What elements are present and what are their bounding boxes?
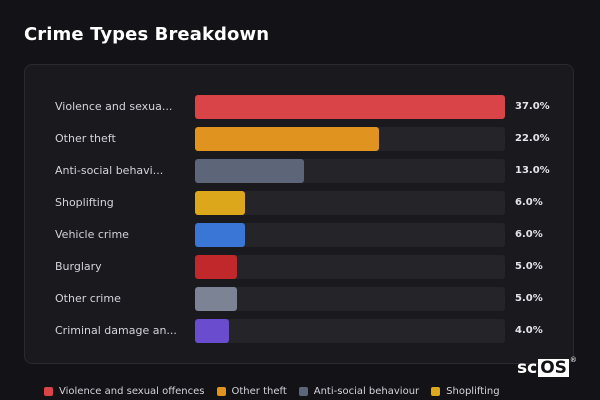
bar[interactable] (195, 191, 245, 215)
chart-legend: Violence and sexual offences Other theft A… (44, 386, 500, 397)
logo-prefix: sc (517, 358, 538, 378)
data-label: 13.0% (515, 165, 550, 176)
legend-item[interactable]: Shoplifting (431, 386, 500, 397)
logo-boxed-text: OS (538, 358, 569, 378)
bar-row: Shoplifting 6.0% (25, 191, 573, 215)
category-label: Vehicle crime (55, 228, 129, 241)
bar-track (195, 319, 505, 343)
bar[interactable] (195, 287, 237, 311)
category-label: Criminal damage an... (55, 324, 177, 337)
bar[interactable] (195, 223, 245, 247)
data-label: 22.0% (515, 133, 550, 144)
bar-row: Other crime 5.0% (25, 287, 573, 311)
category-label: Violence and sexua... (55, 100, 173, 113)
legend-swatch (44, 387, 53, 396)
logo-registered-mark: ® (569, 356, 577, 364)
legend-item[interactable]: Violence and sexual offences (44, 386, 205, 397)
legend-label: Other theft (231, 386, 287, 397)
bar[interactable] (195, 255, 237, 279)
data-label: 5.0% (515, 293, 543, 304)
data-label: 6.0% (515, 197, 543, 208)
bar-track (195, 255, 505, 279)
bar[interactable] (195, 127, 379, 151)
category-label: Burglary (55, 260, 102, 273)
bar-track (195, 287, 505, 311)
category-label: Other theft (55, 132, 116, 145)
category-label: Other crime (55, 292, 121, 305)
bar-track (195, 159, 505, 183)
bar-row: Anti-social behavi... 13.0% (25, 159, 573, 183)
bar-track (195, 127, 505, 151)
legend-item[interactable]: Anti-social behaviour (298, 386, 420, 397)
bar[interactable] (195, 95, 505, 119)
data-label: 6.0% (515, 229, 543, 240)
bar-row: Violence and sexua... 37.0% (25, 95, 573, 119)
bar-track (195, 223, 505, 247)
legend-swatch (431, 387, 441, 396)
bar-row: Criminal damage an... 4.0% (25, 319, 573, 343)
legend-label: Violence and sexual offences (59, 386, 205, 397)
chart-title: Crime Types Breakdown (24, 24, 270, 45)
scos-logo: sc OS ® (517, 356, 577, 378)
bar[interactable] (195, 159, 304, 183)
bar[interactable] (195, 319, 229, 343)
category-label: Anti-social behavi... (55, 164, 164, 177)
legend-swatch (216, 387, 226, 396)
bar-track (195, 95, 505, 119)
bar-track (195, 191, 505, 215)
chart-card: Violence and sexua... 37.0% Other theft 22.… (24, 64, 574, 364)
legend-label: Anti-social behaviour (313, 386, 420, 397)
data-label: 37.0% (515, 101, 550, 112)
bar-row: Vehicle crime 6.0% (25, 223, 573, 247)
bar-row: Burglary 5.0% (25, 255, 573, 279)
category-label: Shoplifting (55, 196, 114, 209)
data-label: 5.0% (515, 261, 543, 272)
bar-row: Other theft 22.0% (25, 127, 573, 151)
legend-item[interactable]: Other theft (216, 386, 287, 397)
legend-label: Shoplifting (446, 386, 500, 397)
data-label: 4.0% (515, 325, 543, 336)
legend-swatch (298, 387, 308, 396)
